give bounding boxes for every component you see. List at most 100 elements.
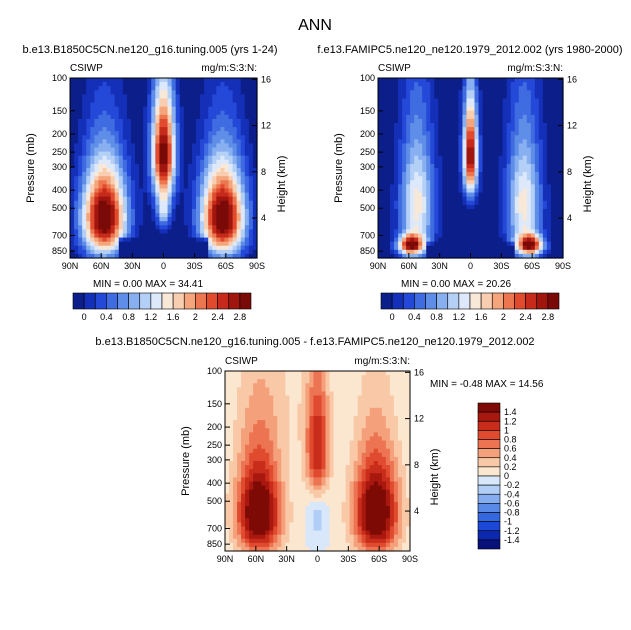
heatmap-cell	[244, 106, 250, 112]
heatmap-cell	[236, 233, 242, 239]
heatmap-cell	[171, 147, 177, 153]
heatmap-cell	[228, 98, 234, 104]
heatmap-cell	[118, 90, 124, 95]
heatmap-cell	[398, 225, 403, 230]
heatmap-cell	[159, 106, 165, 112]
heatmap-cell	[106, 98, 112, 104]
heatmap-cell	[462, 249, 468, 255]
heatmap-cell	[430, 192, 435, 198]
heatmap-cell	[114, 163, 120, 169]
heatmap-cell	[183, 172, 189, 177]
heatmap-cell	[151, 217, 156, 222]
heatmap-cell	[510, 159, 516, 165]
heatmap-cell	[163, 106, 169, 112]
heatmap-cell	[139, 253, 144, 259]
heatmap-cell	[143, 82, 148, 87]
heatmap-cell	[378, 135, 383, 140]
heatmap-cell	[106, 139, 112, 145]
heatmap-cell	[438, 118, 443, 124]
heatmap-cell	[98, 229, 104, 235]
heatmap-cell	[175, 253, 181, 259]
heatmap-cell	[118, 253, 124, 259]
heatmap-cell	[558, 221, 564, 226]
heatmap-cell	[546, 196, 552, 202]
heatmap-cell	[530, 163, 536, 169]
heatmap-cell	[394, 106, 399, 112]
heatmap-cell	[237, 420, 242, 425]
heatmap-cell	[130, 118, 136, 124]
heatmap-cell	[293, 452, 298, 458]
heatmap-cell	[442, 208, 447, 214]
heatmap-cell	[526, 123, 532, 128]
heatmap-cell	[78, 184, 83, 190]
heatmap-cell	[446, 208, 451, 214]
heatmap-cell	[502, 94, 508, 100]
heatmap-cell	[147, 192, 152, 198]
heatmap-cell	[269, 469, 274, 474]
heatmap-cell	[554, 213, 560, 218]
heatmap-cell	[546, 172, 552, 177]
heatmap-cell	[82, 208, 87, 214]
heatmap-cell	[228, 188, 234, 194]
heatmap-cell	[430, 90, 435, 95]
heatmap-cell	[244, 127, 250, 132]
heatmap-cell	[143, 159, 148, 165]
heatmap-cell	[82, 253, 87, 259]
pressure-tick-label: 400	[360, 185, 375, 195]
heatmap-cell	[106, 237, 112, 243]
heatmap-cell	[462, 102, 468, 108]
heatmap-cell	[430, 237, 435, 243]
heatmap-cell	[277, 428, 282, 433]
heatmap-cell	[438, 192, 443, 198]
heatmap-cell	[502, 217, 508, 222]
heatmap-cell	[534, 233, 540, 239]
heatmap-cell	[398, 151, 403, 157]
heatmap-cell	[514, 98, 520, 104]
heatmap-cell	[252, 241, 258, 247]
heatmap-cell	[470, 172, 476, 177]
heatmap-cell	[196, 143, 201, 149]
colorbar-label: 2	[501, 312, 506, 322]
heatmap-cell	[494, 204, 500, 210]
heatmap-cell	[430, 188, 435, 194]
heatmap-cell	[466, 110, 472, 116]
heatmap-cell	[74, 139, 79, 145]
heatmap-cell	[220, 208, 226, 214]
heatmap-cell	[498, 204, 504, 210]
heatmap-cell	[398, 127, 403, 132]
heatmap-cell	[167, 217, 173, 222]
heatmap-cell	[187, 213, 193, 218]
heatmap-cell	[542, 200, 548, 206]
heatmap-cell	[204, 172, 209, 177]
heatmap-cell	[212, 118, 217, 124]
heatmap-cell	[277, 542, 282, 548]
heatmap-cell	[498, 131, 504, 136]
heatmap-cell	[450, 192, 456, 198]
heatmap-cell	[236, 180, 242, 185]
heatmap-cell	[252, 237, 258, 243]
heatmap-cell	[382, 208, 387, 214]
heatmap-cell	[482, 221, 488, 226]
heatmap-cell	[454, 106, 460, 112]
heatmap-cell	[151, 90, 156, 95]
heatmap-cell	[151, 86, 156, 91]
heatmap-cell	[126, 163, 132, 169]
heatmap-cell	[510, 135, 516, 140]
heatmap-cell	[498, 168, 504, 173]
heatmap-cell	[147, 155, 152, 161]
heatmap-cell	[204, 118, 209, 124]
heatmap-cell	[248, 110, 254, 116]
heatmap-cell	[386, 172, 391, 177]
heatmap-cell	[229, 473, 234, 478]
heatmap-cell	[200, 102, 205, 108]
heatmap-cell	[386, 245, 391, 251]
heatmap-cell	[510, 168, 516, 173]
heatmap-cell	[454, 110, 460, 116]
heatmap-cell	[269, 387, 274, 393]
heatmap-cell	[98, 172, 104, 177]
heatmap-cell	[86, 123, 91, 128]
heatmap-cell	[106, 184, 112, 190]
heatmap-cell	[478, 176, 484, 181]
heatmap-cell	[265, 461, 270, 466]
heatmap-cell	[526, 147, 532, 153]
